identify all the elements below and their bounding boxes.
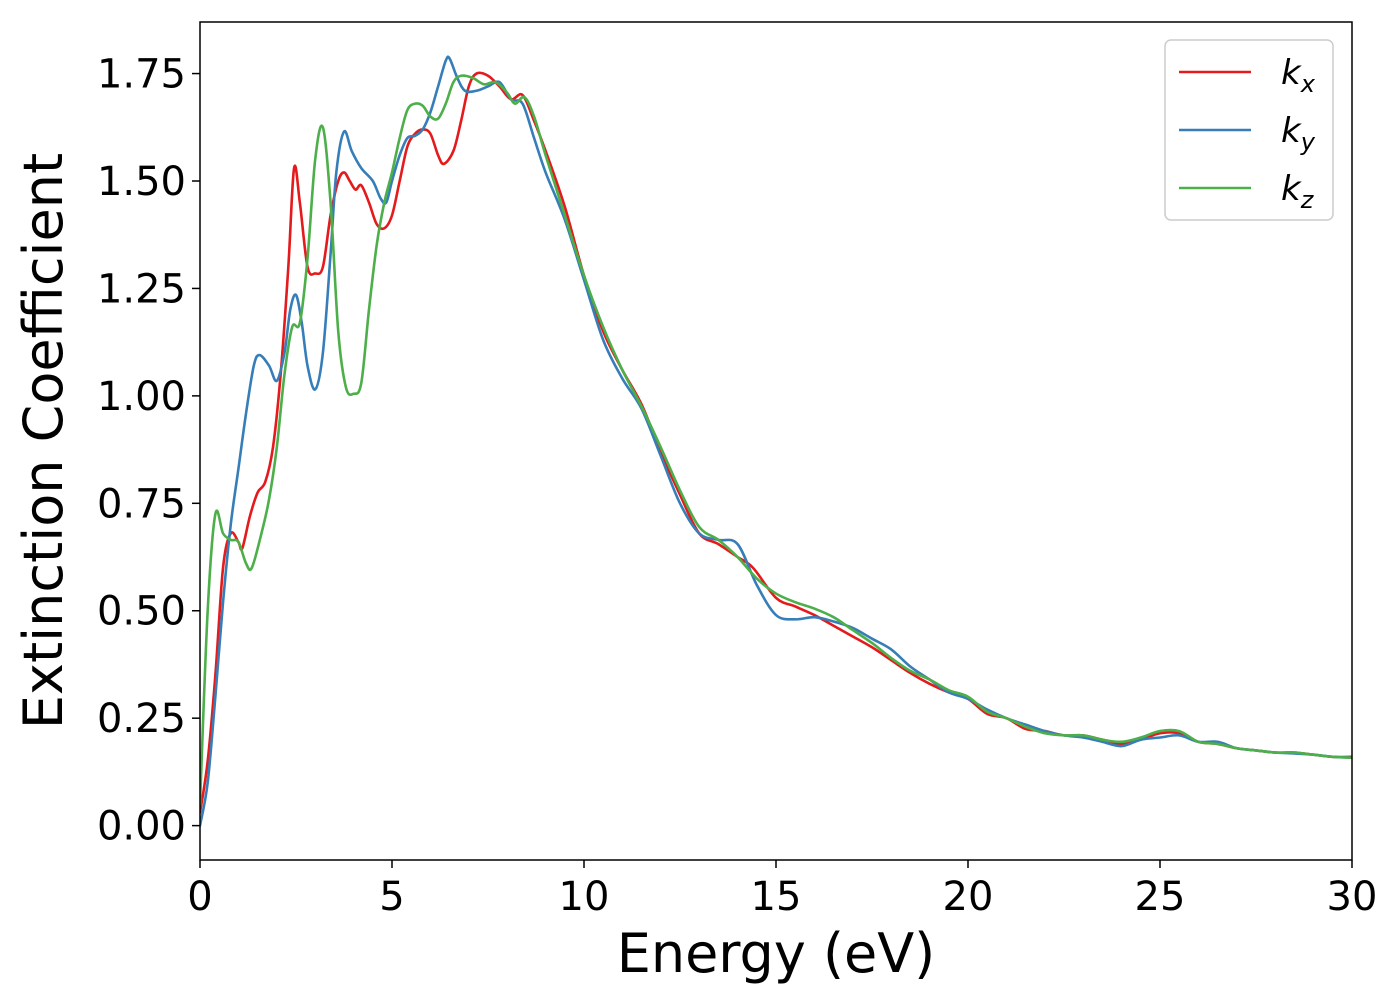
legend-label-kz: kz [1281,169,1315,214]
x-tick-label: 5 [379,874,404,920]
x-tick-label: 20 [943,874,994,920]
y-tick-label: 0.00 [97,804,186,850]
x-tick-label: 30 [1327,874,1378,920]
x-tick-label: 25 [1135,874,1186,920]
legend-label-kx: kx [1281,53,1316,98]
plot-lines [200,55,1352,827]
x-tick-label: 0 [187,874,212,920]
y-axis-title: Extinction Coefficient [12,153,75,729]
y-tick-label: 1.75 [97,52,186,98]
x-tick-label: 10 [559,874,610,920]
y-tick-label: 0.25 [97,696,186,742]
x-axis: 0 5 10 15 20 25 30 [187,860,1377,920]
y-tick-label: 0.50 [97,589,186,635]
y-tick-label: 1.25 [97,266,186,312]
legend: kx ky kz [1164,39,1334,221]
x-axis-title: Energy (eV) [617,922,936,985]
legend-label-ky: ky [1281,111,1316,156]
y-tick-label: 0.75 [97,481,186,527]
y-tick-label: 1.00 [97,374,186,420]
y-axis: 0.00 0.25 0.50 0.75 1.00 1.25 1.50 1.75 [97,52,200,850]
y-tick-label: 1.50 [97,159,186,205]
series-line-kz [200,74,1352,806]
x-tick-label: 15 [751,874,802,920]
